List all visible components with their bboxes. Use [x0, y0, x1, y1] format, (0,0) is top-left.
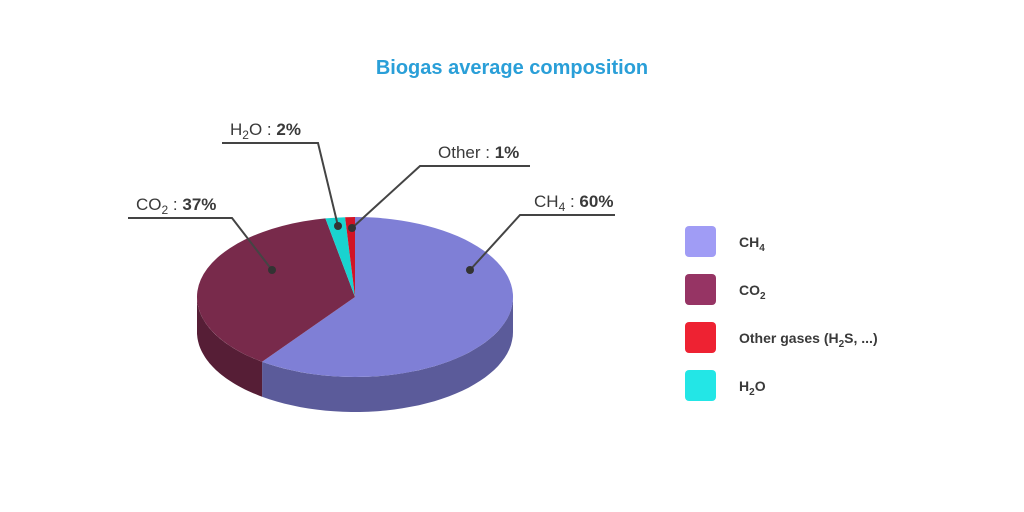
slice-other	[345, 217, 355, 297]
slice-label-h2o: H2O : 2%	[230, 120, 301, 142]
slice-co2	[196, 218, 355, 362]
leader-dot	[334, 222, 342, 230]
slice-h2o	[325, 217, 355, 297]
legend-item: H2O	[685, 370, 766, 401]
leader-line	[222, 142, 339, 227]
slice-label-ch4: CH4 : 60%	[534, 192, 613, 214]
slice-labels: CH4 : 60% CO2 : 37% H2O : 2% Other : 1%	[128, 120, 615, 274]
slice-label-other: Other : 1%	[438, 143, 519, 162]
legend: CH4 CO2 Other gases (H2S, ...) H2O	[685, 226, 878, 401]
legend-swatch	[685, 370, 716, 401]
legend-label: CO2	[739, 282, 766, 302]
legend-swatch	[685, 226, 716, 257]
label-h2o: H2O : 2%	[222, 120, 342, 230]
label-co2: CO2 : 37%	[128, 195, 276, 274]
leader-dot	[268, 266, 276, 274]
pie-top	[196, 217, 514, 378]
pie-sides	[197, 297, 513, 412]
leader-line	[351, 165, 530, 229]
slice-side-ch4	[262, 297, 513, 412]
legend-swatch	[685, 322, 716, 353]
label-ch4: CH4 : 60%	[466, 192, 615, 274]
legend-item: CO2	[685, 274, 766, 305]
legend-swatch	[685, 274, 716, 305]
legend-label: CH4	[739, 234, 765, 254]
legend-label: Other gases (H2S, ...)	[739, 330, 878, 350]
legend-label: H2O	[739, 378, 766, 398]
label-other: Other : 1%	[348, 143, 530, 232]
chart-title: Biogas average composition	[376, 57, 648, 79]
leader-dot	[466, 266, 474, 274]
leader-line	[128, 217, 273, 271]
legend-item: Other gases (H2S, ...)	[685, 322, 878, 353]
slice-side-co2	[197, 297, 263, 397]
leader-dot	[348, 224, 356, 232]
slice-ch4	[262, 217, 514, 378]
leader-line	[469, 214, 615, 271]
slice-label-co2: CO2 : 37%	[136, 195, 216, 217]
legend-item: CH4	[685, 226, 765, 257]
